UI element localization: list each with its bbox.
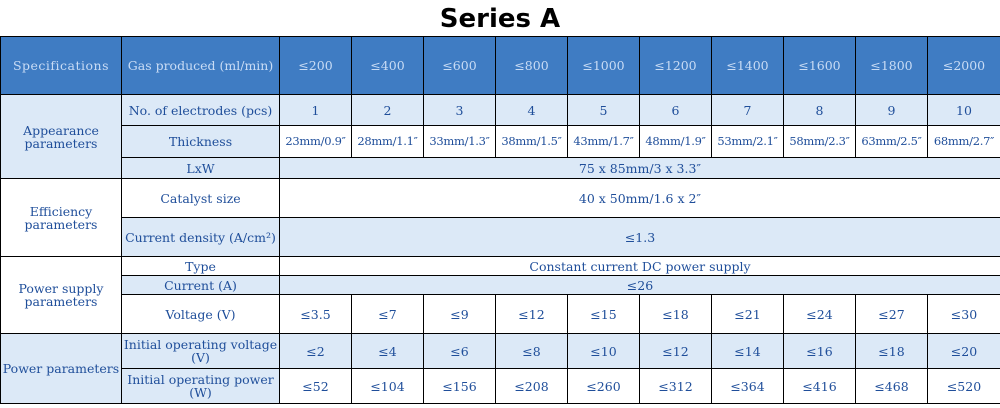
- init-voltage-row: Power parameters Initial operating volta…: [0, 333, 1000, 404]
- table-cell: ≤260: [567, 368, 640, 404]
- table-cell: 1: [279, 94, 352, 126]
- lxw-value: 75 x 85mm/3 x 3.3″: [279, 157, 1000, 179]
- catalyst-label: Catalyst size: [121, 178, 280, 218]
- specifications-table: Specifications Gas produced (ml/min) ≤20…: [0, 36, 1000, 404]
- table-cell: ≤364: [711, 368, 784, 404]
- current-value: ≤26: [279, 275, 1000, 295]
- density-value: ≤1.3: [279, 217, 1000, 257]
- table-cell: ≤4: [351, 333, 424, 369]
- init-power-label: Initial operating power (W): [121, 368, 280, 404]
- gas-value-cell: ≤1800: [855, 36, 928, 95]
- table-cell: ≤27: [855, 294, 928, 334]
- specifications-header: Specifications: [0, 36, 122, 95]
- table-cell: ≤18: [639, 294, 712, 334]
- electrodes-row: Appearance parameters No. of electrodes …: [0, 94, 1000, 179]
- page-title: Series A: [439, 4, 561, 34]
- catalyst-value: 40 x 50mm/1.6 x 2″: [279, 178, 1000, 218]
- efficiency-group-label: Efficiency parameters: [0, 178, 122, 257]
- table-cell: ≤104: [351, 368, 424, 404]
- table-cell: ≤24: [783, 294, 856, 334]
- gas-value-cell: ≤1600: [783, 36, 856, 95]
- table-cell: 23mm/0.9″: [279, 125, 352, 158]
- table-cell: ≤208: [495, 368, 568, 404]
- table-cell: 33mm/1.3″: [423, 125, 496, 158]
- lxw-label: LxW: [121, 157, 280, 179]
- table-cell: 43mm/1.7″: [567, 125, 640, 158]
- table-cell: ≤20: [927, 333, 1000, 369]
- density-row: Current density (A/cm²) ≤1.3: [1, 217, 1000, 257]
- thickness-row: Thickness 23mm/0.9″ 28mm/1.1″ 33mm/1.3″ …: [1, 125, 1000, 158]
- init-power-row: Initial operating power (W) ≤52 ≤104 ≤15…: [1, 368, 1000, 404]
- table-cell: 63mm/2.5″: [855, 125, 928, 158]
- table-cell: 5: [567, 94, 640, 126]
- table-cell: ≤14: [711, 333, 784, 369]
- lxw-row: LxW 75 x 85mm/3 x 3.3″: [1, 157, 1000, 179]
- table-cell: ≤18: [855, 333, 928, 369]
- thickness-label: Thickness: [121, 125, 280, 158]
- table-cell: 10: [927, 94, 1000, 126]
- table-cell: 48mm/1.9″: [639, 125, 712, 158]
- gas-value-cell: ≤200: [279, 36, 352, 95]
- gas-value-cell: ≤2000: [927, 36, 1000, 95]
- table-cell: ≤6: [423, 333, 496, 369]
- table-cell: 3: [423, 94, 496, 126]
- table-cell: ≤9: [423, 294, 496, 334]
- table-cell: ≤10: [567, 333, 640, 369]
- type-row: Power supply parameters Type Constant cu…: [0, 256, 1000, 334]
- table-cell: 28mm/1.1″: [351, 125, 424, 158]
- table-cell: ≤52: [279, 368, 352, 404]
- header-row: Specifications Gas produced (ml/min) ≤20…: [0, 36, 1000, 95]
- gas-value-cell: ≤800: [495, 36, 568, 95]
- table-cell: ≤15: [567, 294, 640, 334]
- table-cell: ≤7: [351, 294, 424, 334]
- current-label: Current (A): [121, 275, 280, 295]
- power-group-label: Power parameters: [0, 333, 122, 404]
- table-cell: 6: [639, 94, 712, 126]
- table-cell: 38mm/1.5″: [495, 125, 568, 158]
- catalyst-row: Efficiency parameters Catalyst size 40 x…: [0, 178, 1000, 257]
- type-label: Type: [121, 256, 280, 276]
- table-cell: ≤312: [639, 368, 712, 404]
- table-cell: ≤12: [639, 333, 712, 369]
- table-cell: ≤520: [927, 368, 1000, 404]
- power-supply-group-label: Power supply parameters: [0, 256, 122, 334]
- gas-value-cell: ≤400: [351, 36, 424, 95]
- table-cell: 58mm/2.3″: [783, 125, 856, 158]
- table-cell: ≤156: [423, 368, 496, 404]
- table-cell: ≤2: [279, 333, 352, 369]
- table-cell: ≤8: [495, 333, 568, 369]
- appearance-group-label: Appearance parameters: [0, 94, 122, 179]
- table-cell: ≤21: [711, 294, 784, 334]
- table-cell: 4: [495, 94, 568, 126]
- table-cell: ≤468: [855, 368, 928, 404]
- voltage-label: Voltage (V): [121, 294, 280, 334]
- gas-value-cell: ≤600: [423, 36, 496, 95]
- gas-value-cell: ≤1200: [639, 36, 712, 95]
- table-cell: ≤416: [783, 368, 856, 404]
- table-cell: 7: [711, 94, 784, 126]
- gas-value-cell: ≤1000: [567, 36, 640, 95]
- table-cell: 9: [855, 94, 928, 126]
- gas-value-cell: ≤1400: [711, 36, 784, 95]
- density-label: Current density (A/cm²): [121, 217, 280, 257]
- voltage-row: Voltage (V) ≤3.5 ≤7 ≤9 ≤12 ≤15 ≤18 ≤21 ≤…: [1, 294, 1000, 334]
- init-voltage-label: Initial operating voltage (V): [121, 333, 280, 369]
- table-cell: ≤16: [783, 333, 856, 369]
- table-cell: 53mm/2.1″: [711, 125, 784, 158]
- table-cell: ≤3.5: [279, 294, 352, 334]
- current-row: Current (A) ≤26: [1, 275, 1000, 295]
- table-cell: 8: [783, 94, 856, 126]
- table-cell: 68mm/2.7″: [927, 125, 1000, 158]
- electrodes-label: No. of electrodes (pcs): [121, 94, 280, 126]
- table-cell: ≤12: [495, 294, 568, 334]
- table-cell: 2: [351, 94, 424, 126]
- gas-produced-header: Gas produced (ml/min): [121, 36, 280, 95]
- table-cell: ≤30: [927, 294, 1000, 334]
- type-value: Constant current DC power supply: [279, 256, 1000, 276]
